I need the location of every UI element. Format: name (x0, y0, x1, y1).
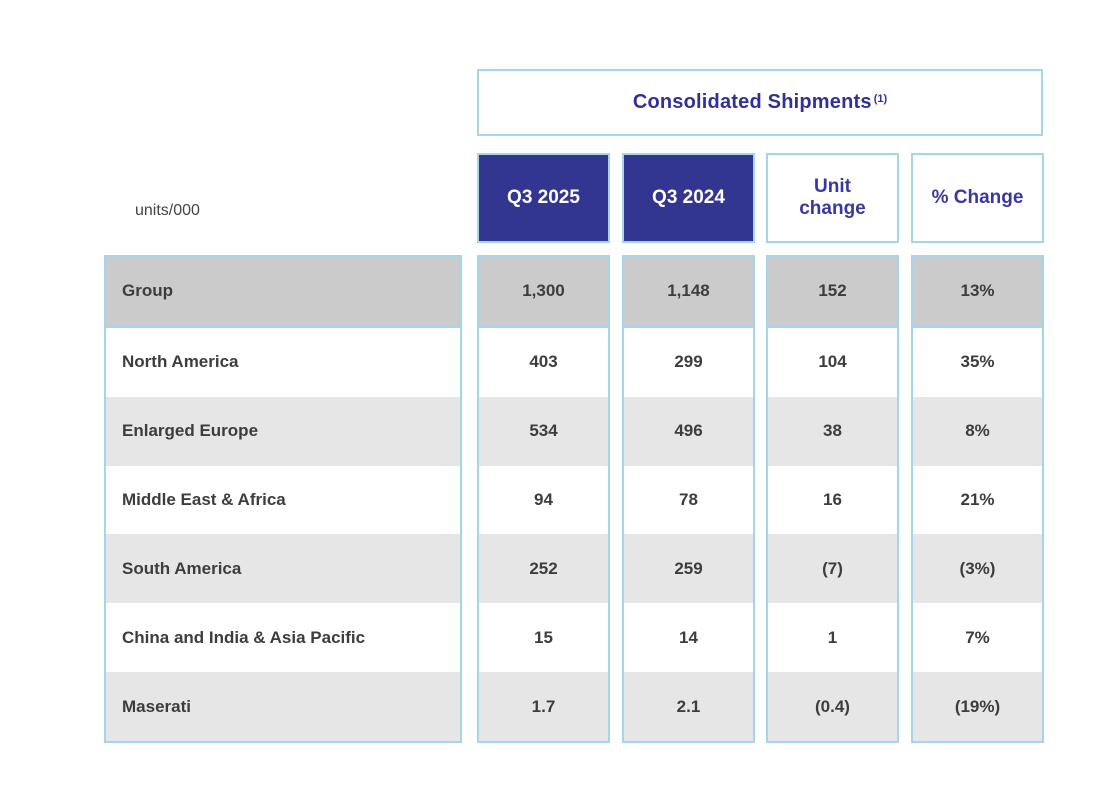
value-cell: 152 (768, 257, 897, 328)
value-cell: 1,300 (479, 257, 608, 328)
column-header-pct-change: % Change (911, 153, 1044, 243)
value-cell: 259 (624, 534, 753, 604)
value-cell: 2.1 (624, 672, 753, 742)
column-header-q3-2025: Q3 2025 (477, 153, 610, 243)
table-title-text: Consolidated Shipments (632, 91, 872, 113)
value-column-pct-change: 13% 35% 8% 21% (3%) 7% (19%) (911, 255, 1044, 743)
row-label-middle-east-africa: Middle East & Africa (106, 465, 460, 535)
row-label-column: Group North America Enlarged Europe Midd… (104, 255, 462, 743)
column-header-q3-2024: Q3 2024 (622, 153, 755, 243)
value-cell: 496 (624, 396, 753, 466)
row-label-north-america: North America (106, 327, 460, 397)
value-cell: 299 (624, 327, 753, 397)
column-header-label: Unit change (799, 176, 866, 219)
value-cell: (7) (768, 534, 897, 604)
value-cell: 13% (913, 257, 1042, 328)
column-header-label: Q3 2024 (652, 187, 725, 209)
value-cell: 16 (768, 465, 897, 535)
value-cell: 8% (913, 396, 1042, 466)
value-cell: 104 (768, 327, 897, 397)
value-column-q3-2024: 1,148 299 496 78 259 14 2.1 (622, 255, 755, 743)
value-cell: 78 (624, 465, 753, 535)
value-cell: 403 (479, 327, 608, 397)
value-column-unit-change: 152 104 38 16 (7) 1 (0.4) (766, 255, 899, 743)
row-label-china-india-asia-pacific: China and India & Asia Pacific (106, 603, 460, 673)
value-cell: 38 (768, 396, 897, 466)
value-cell: (19%) (913, 672, 1042, 742)
value-cell: 21% (913, 465, 1042, 535)
value-cell: 252 (479, 534, 608, 604)
value-cell: 534 (479, 396, 608, 466)
column-header-label: Q3 2025 (507, 187, 580, 209)
value-cell: (0.4) (768, 672, 897, 742)
row-label-south-america: South America (106, 534, 460, 604)
value-cell: 1.7 (479, 672, 608, 742)
value-cell: 1 (768, 603, 897, 673)
column-header-label: % Change (931, 187, 1024, 209)
value-cell: 35% (913, 327, 1042, 397)
row-label-enlarged-europe: Enlarged Europe (106, 396, 460, 466)
footnote-marker: (1) (873, 92, 888, 105)
value-cell: 7% (913, 603, 1042, 673)
value-cell: 94 (479, 465, 608, 535)
value-cell: 14 (624, 603, 753, 673)
row-label-maserati: Maserati (106, 672, 460, 742)
column-header-unit-change: Unit change (766, 153, 899, 243)
units-label: units/000 (135, 202, 200, 219)
row-label-group: Group (106, 257, 460, 328)
value-cell: 15 (479, 603, 608, 673)
value-column-q3-2025: 1,300 403 534 94 252 15 1.7 (477, 255, 610, 743)
value-cell: (3%) (913, 534, 1042, 604)
value-cell: 1,148 (624, 257, 753, 328)
table-title-box: Consolidated Shipments (1) (477, 69, 1043, 136)
table-title: Consolidated Shipments (1) (633, 91, 887, 114)
